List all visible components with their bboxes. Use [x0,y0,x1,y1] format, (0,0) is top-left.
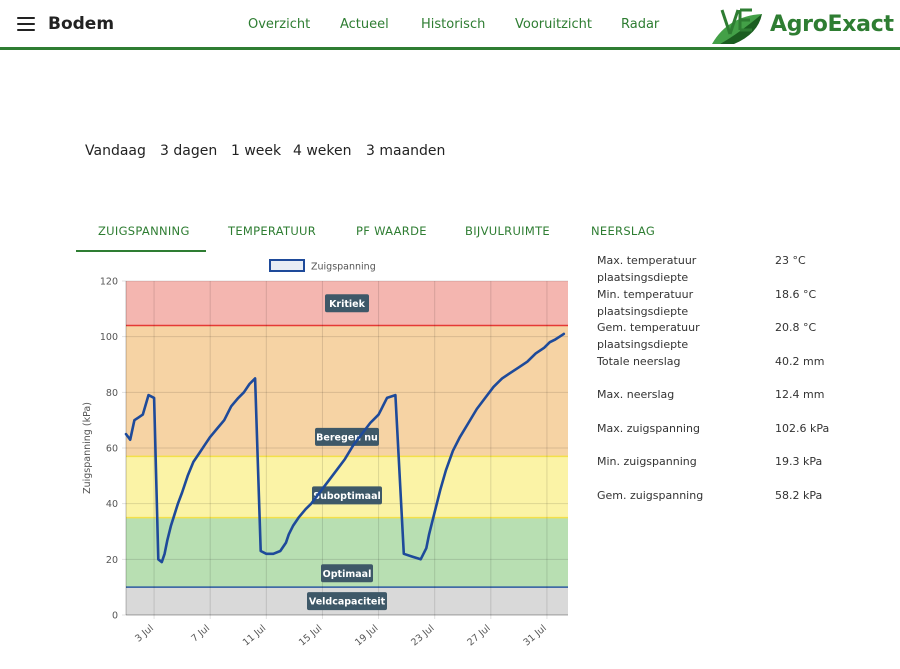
stat-label: Max. neerslag [597,388,675,401]
tab-pf-waarde[interactable]: PF WAARDE [356,224,427,238]
logo-text: AgroExact [770,12,894,37]
stat-label: Max. temperatuur plaatsingsdiepte [597,254,697,284]
x-tick-label: 27 Jul [465,623,492,648]
zone-label: Veldcapaciteit [309,597,386,608]
agroexact-logo[interactable]: AgroExact [708,4,898,48]
nav-overzicht[interactable]: Overzicht [248,17,311,32]
tab-neerslag[interactable]: NEERSLAG [591,224,656,238]
zone-label-box [312,486,382,505]
stat-value: 19.3 kPa [775,455,823,468]
zone-label: Kritiek [329,299,366,310]
app-header: Bodem Overzicht Actueel Historisch Vooru… [0,0,900,50]
zone-label-box [325,294,369,313]
range-1-week[interactable]: 1 week [231,143,282,159]
zone-label-box [307,592,387,611]
stat-value: 102.6 kPa [775,422,830,435]
hamburger-menu-icon[interactable] [17,17,35,31]
y-tick-label: 20 [106,555,118,566]
zone-label: Beregen nu [316,432,378,443]
range-4-weken[interactable]: 4 weken [293,143,352,159]
x-tick-label: 15 Jul [297,623,324,648]
x-tick-label: 3 Jul [133,623,156,645]
stat-value: 58.2 kPa [775,489,823,502]
y-tick-label: 80 [106,388,118,399]
range-3-maanden[interactable]: 3 maanden [366,143,446,159]
stat-value: 23 °C [775,254,806,267]
page-title: Bodem [48,14,115,34]
x-tick-label: 19 Jul [353,623,380,648]
nav-vooruitzicht[interactable]: Vooruitzicht [515,17,593,32]
zone-label-box [321,564,373,583]
nav-actueel[interactable]: Actueel [340,17,389,32]
nav-historisch[interactable]: Historisch [421,17,486,32]
legend-swatch [269,259,305,272]
nav-radar[interactable]: Radar [621,17,660,32]
measurement-tabs: ZUIGSPANNING TEMPERATUUR PF WAARDE BIJVU… [76,216,666,252]
y-tick-label: 120 [100,277,118,288]
tab-zuigspanning[interactable]: ZUIGSPANNING [98,224,190,238]
active-tab-indicator [76,250,206,252]
x-tick-label: 23 Jul [409,623,436,648]
stat-label: Totale neerslag [597,355,681,368]
tab-bijvulruimte[interactable]: BIJVULRUIMTE [465,224,550,238]
stat-label: Gem. zuigspanning [597,489,704,502]
stat-value: 40.2 mm [775,355,825,368]
stat-value: 20.8 °C [775,321,817,334]
y-axis-title: Zuigspanning (kPa) [82,402,93,494]
stat-value: 12.4 mm [775,388,825,401]
y-tick-label: 60 [106,444,118,455]
range-vandaag[interactable]: Vandaag [85,143,146,159]
stat-label: Max. zuigspanning [597,422,700,435]
agroexact-logo-icon [712,8,762,44]
tab-temperatuur[interactable]: TEMPERATUUR [228,224,317,238]
zuigspanning-series-line [124,332,566,564]
stat-label: Min. temperatuur plaatsingsdiepte [597,288,694,318]
y-tick-label: 0 [112,611,118,622]
y-tick-label: 100 [100,332,118,343]
range-3-dagen[interactable]: 3 dagen [160,143,218,159]
stat-label: Gem. temperatuur plaatsingsdiepte [597,321,700,351]
y-tick-label: 40 [106,499,118,510]
stat-value: 18.6 °C [775,288,817,301]
legend-label: Zuigspanning [311,262,376,273]
x-tick-label: 7 Jul [189,623,212,645]
zone-label: Optimaal [323,569,372,580]
zuigspanning-chart: 0 20 40 60 80 100 120 3 Jul 7 Jul 11 Jul 15 Jul 19 … [82,259,568,648]
stat-label: Min. zuigspanning [597,455,697,468]
zone-label: Suboptimaal [313,491,381,502]
x-tick-label: 11 Jul [241,623,268,648]
x-tick-label: 31 Jul [521,623,548,648]
